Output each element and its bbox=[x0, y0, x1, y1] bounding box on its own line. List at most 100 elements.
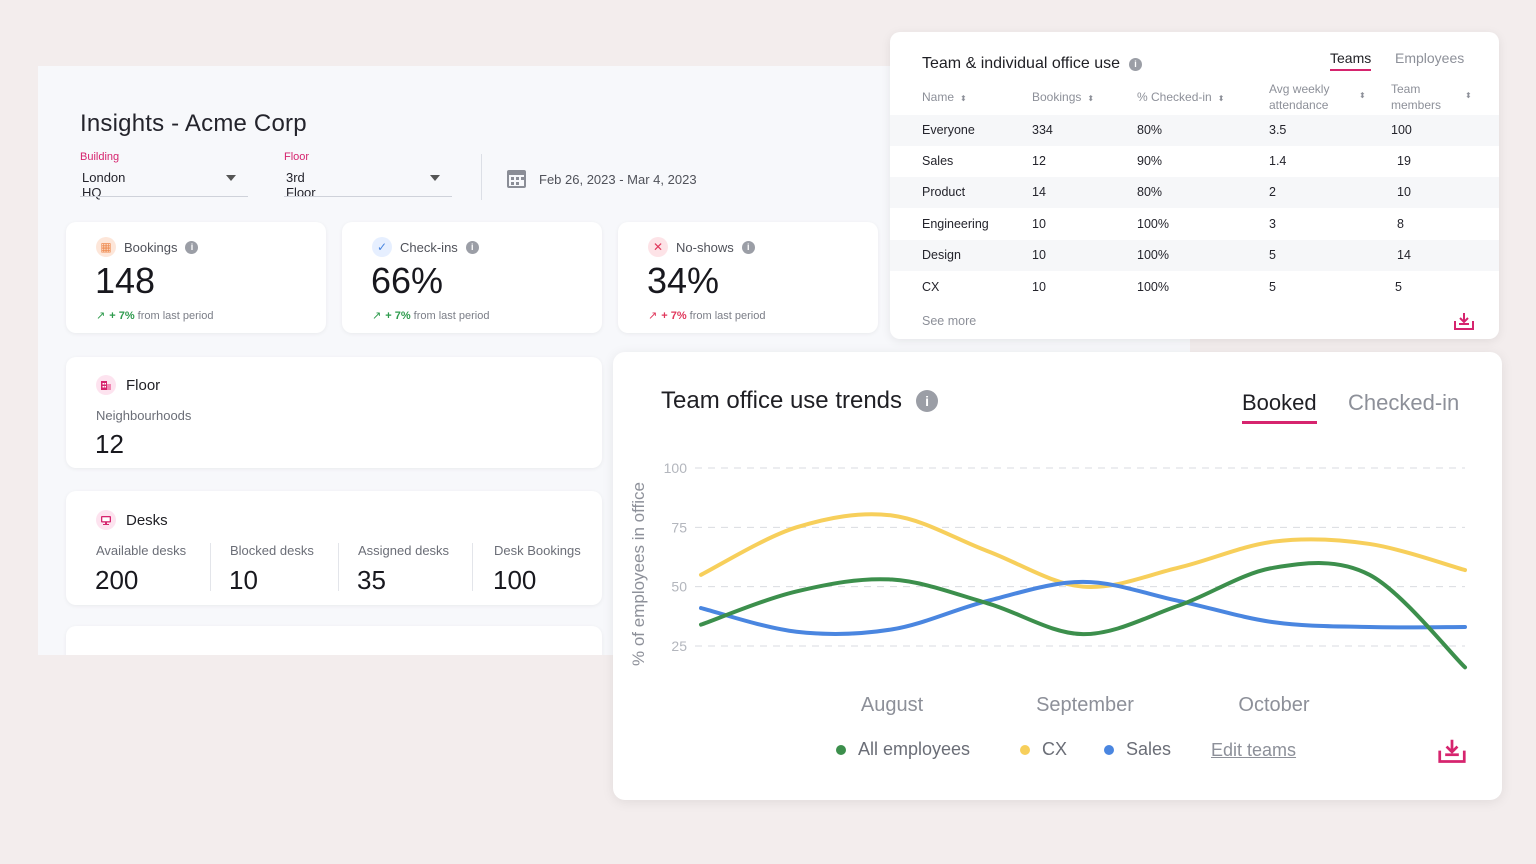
table-row[interactable]: CX 10 100% 5 5 bbox=[922, 280, 1402, 294]
kpi-card-noshows: ✕ No-shows i 34% ↗ + 7% from last period bbox=[618, 222, 878, 333]
column-header-team-members[interactable]: Team members ⬍ bbox=[1391, 82, 1472, 112]
teams-card-title: Team & individual office use bbox=[922, 55, 1121, 72]
legend-dot bbox=[1020, 744, 1030, 755]
chevron-down-icon bbox=[430, 175, 440, 181]
trend-up-icon: ↗ bbox=[648, 310, 658, 322]
x-icon: ✕ bbox=[648, 237, 668, 257]
info-icon[interactable]: i bbox=[916, 390, 939, 412]
floor-card: Floor Neighbourhoods 12 bbox=[66, 357, 602, 468]
kpi-value: 148 bbox=[95, 260, 156, 301]
desk-stat-value: 35 bbox=[357, 565, 386, 595]
divider bbox=[210, 543, 211, 591]
column-header-bookings[interactable]: Bookings ⬍ bbox=[1032, 90, 1095, 104]
download-icon[interactable] bbox=[1453, 312, 1475, 332]
team-office-use-card: Team & individual office use i Teams Emp… bbox=[890, 32, 1499, 339]
sort-icon: ⬍ bbox=[960, 94, 967, 103]
legend-dot bbox=[836, 744, 846, 755]
x-tick-label: September bbox=[1036, 694, 1134, 716]
kpi-label: No-shows bbox=[676, 239, 734, 255]
table-row[interactable]: Engineering 10 100% 3 8 bbox=[922, 217, 1404, 231]
kpi-card-checkins: ✓ Check-ins i 66% ↗ + 7% from last period bbox=[342, 222, 602, 333]
neighbourhoods-label: Neighbourhoods bbox=[96, 408, 192, 423]
floor-card-title: Floor bbox=[126, 376, 161, 394]
desk-stat-label: Desk Bookings bbox=[494, 543, 581, 558]
page-title: Insights - Acme Corp bbox=[80, 110, 307, 137]
monitor-icon bbox=[96, 510, 116, 530]
column-header-avg-weekly-attendance[interactable]: Avg weekly attendance ⬍ bbox=[1269, 82, 1366, 112]
kpi-label: Check-ins bbox=[400, 239, 458, 255]
tab-employees[interactable]: Employees bbox=[1395, 50, 1465, 66]
info-icon[interactable]: i bbox=[185, 240, 199, 254]
trend-chart-title: Team office use trends bbox=[661, 387, 903, 414]
x-tick-label: October bbox=[1238, 694, 1309, 716]
trend-up-icon: ↗ bbox=[96, 310, 106, 322]
kpi-delta: ↗ + 7% from last period bbox=[96, 310, 214, 322]
info-icon[interactable]: i bbox=[741, 240, 755, 254]
desk-stat-label: Available desks bbox=[96, 543, 187, 558]
building-select[interactable]: Building London HQ bbox=[80, 151, 248, 200]
edit-teams-link[interactable]: Edit teams bbox=[1211, 740, 1297, 760]
tab-teams[interactable]: Teams bbox=[1330, 50, 1372, 71]
neighbourhoods-value: 12 bbox=[95, 429, 124, 459]
tab-booked[interactable]: Booked bbox=[1242, 390, 1317, 424]
desk-stat-value: 200 bbox=[95, 565, 139, 595]
sort-icon: ⬍ bbox=[1087, 94, 1095, 103]
date-range-picker[interactable]: Feb 26, 2023 - Mar 4, 2023 bbox=[539, 172, 697, 187]
info-icon[interactable]: i bbox=[465, 240, 479, 254]
info-icon[interactable]: i bbox=[1129, 57, 1143, 71]
team-office-use-trends-card: Team office use trends i Booked Checked-… bbox=[613, 352, 1502, 800]
see-more-link[interactable]: See more bbox=[922, 314, 977, 328]
legend-item-all-employees[interactable]: All employees bbox=[836, 739, 970, 760]
select-underline bbox=[80, 196, 248, 197]
select-underline bbox=[284, 196, 452, 197]
desk-stat-value: 100 bbox=[493, 565, 537, 595]
kpi-delta: ↗ + 7% from last period bbox=[372, 310, 490, 322]
column-header-checked-in[interactable]: % Checked-in ⬍ bbox=[1137, 90, 1225, 104]
divider bbox=[481, 154, 482, 200]
floor-select[interactable]: Floor 3rd Floor bbox=[284, 151, 452, 200]
table-row[interactable]: Everyone 334 80% 3.5 100 bbox=[890, 115, 1499, 146]
tab-checked-in[interactable]: Checked-in bbox=[1348, 390, 1460, 415]
desk-stat-value: 10 bbox=[229, 565, 258, 595]
download-icon[interactable] bbox=[1437, 738, 1467, 766]
desks-card-title: Desks bbox=[126, 511, 168, 529]
building-icon bbox=[96, 375, 116, 395]
y-tick-label: 75 bbox=[671, 519, 687, 535]
series-line-cx bbox=[699, 512, 1467, 590]
kpi-value: 66% bbox=[371, 260, 444, 301]
desks-card: Desks Available desks 200 Blocked desks … bbox=[66, 491, 602, 605]
divider bbox=[472, 543, 473, 591]
line-chart: 25 50 75 100 August September October % of em… bbox=[629, 460, 1467, 716]
check-icon: ✓ bbox=[372, 237, 392, 257]
kpi-value: 34% bbox=[647, 260, 720, 301]
divider bbox=[338, 543, 339, 591]
column-header-name[interactable]: Name ⬍ bbox=[922, 90, 967, 104]
x-tick-label: August bbox=[861, 694, 924, 716]
y-axis-label: % of employees in office bbox=[629, 482, 648, 666]
floor-label: Floor bbox=[284, 151, 310, 163]
desk-stat-label: Blocked desks bbox=[230, 543, 314, 558]
sort-icon: ⬍ bbox=[1217, 94, 1225, 103]
series-line-sales bbox=[699, 579, 1467, 636]
table-row[interactable]: Product 14 80% 2 10 bbox=[890, 177, 1499, 208]
kpi-label: Bookings bbox=[124, 239, 178, 255]
building-label: Building bbox=[80, 151, 120, 163]
kpi-delta: ↗ + 7% from last period bbox=[648, 310, 766, 322]
desk-stat-label: Assigned desks bbox=[358, 543, 450, 558]
sort-icon: ⬍ bbox=[1359, 91, 1366, 100]
sort-icon: ⬍ bbox=[1465, 91, 1472, 100]
cut-off-card bbox=[66, 626, 602, 655]
legend-dot bbox=[1104, 744, 1114, 755]
table-row[interactable]: Design 10 100% 5 14 bbox=[890, 240, 1499, 271]
y-tick-label: 25 bbox=[671, 638, 687, 654]
legend-item-cx[interactable]: CX bbox=[1020, 739, 1067, 760]
kpi-card-bookings: ▦ Bookings i 148 ↗ + 7% from last period bbox=[66, 222, 326, 333]
chevron-down-icon bbox=[226, 175, 236, 181]
table-row[interactable]: Sales 12 90% 1.4 19 bbox=[922, 154, 1411, 168]
legend-item-sales[interactable]: Sales bbox=[1104, 739, 1171, 760]
calendar-icon: ▦ bbox=[96, 237, 116, 257]
trend-up-icon: ↗ bbox=[372, 310, 382, 322]
calendar-icon[interactable] bbox=[507, 170, 526, 188]
series-line-all-employees bbox=[699, 561, 1467, 670]
y-tick-label: 50 bbox=[671, 579, 687, 595]
